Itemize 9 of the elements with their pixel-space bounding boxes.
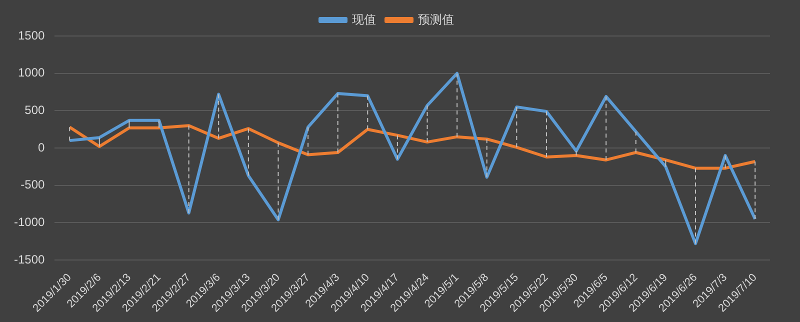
y-tick-label: 0 (38, 140, 46, 154)
y-tick-label: 1500 (18, 28, 46, 42)
y-tick-label: 500 (24, 103, 46, 117)
y-tick-label: -500 (20, 178, 46, 192)
y-tick-label: -1000 (14, 215, 46, 230)
legend-label: 预测值 (418, 12, 454, 26)
legend-label: 现值 (352, 12, 376, 26)
y-tick-label: 1000 (18, 66, 46, 80)
y-tick-label: -1500 (14, 252, 46, 266)
